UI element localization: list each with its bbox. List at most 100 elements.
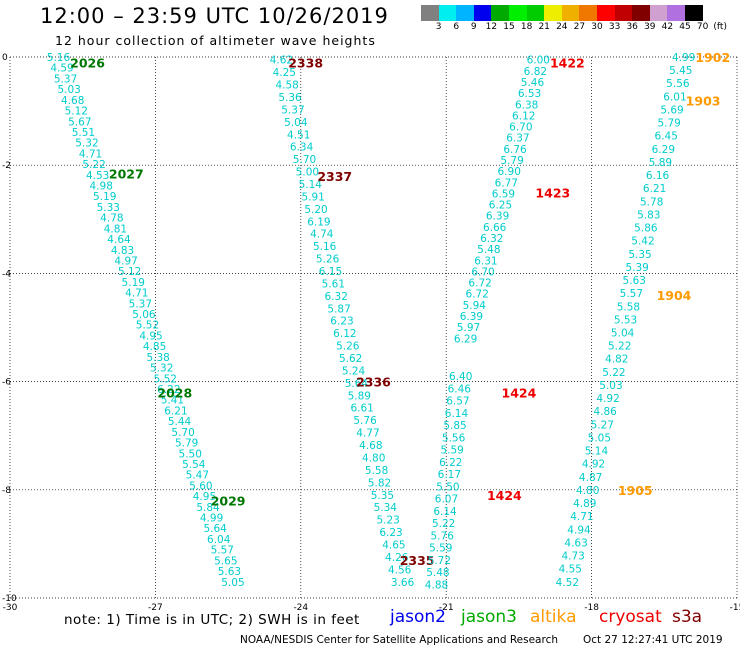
wave-height-value: 5.35 [628, 249, 651, 261]
colorbar-swatch [579, 5, 597, 21]
wave-height-value: 6.15 [319, 266, 342, 278]
pass-label: 1424 [502, 385, 537, 400]
pass-label: 2337 [317, 169, 352, 184]
wave-height-value: 4.71 [125, 288, 148, 300]
wave-height-value: 5.79 [175, 438, 198, 450]
wave-height-value: 6.17 [438, 469, 461, 481]
wave-height-value: 4.95 [193, 491, 216, 503]
x-tick-label: -15 [730, 603, 740, 613]
wave-height-value: 5.44 [168, 416, 192, 428]
chart-title: 12:00 – 23:59 UTC 10/26/2019 [40, 4, 389, 28]
wave-height-value: 5.32 [150, 363, 173, 375]
colorbar-swatch [596, 5, 615, 21]
chart-subtitle: 12 hour collection of altimeter wave hei… [55, 33, 376, 48]
wave-height-value: 4.25 [273, 67, 296, 79]
wave-height-value: 6.90 [498, 166, 521, 178]
wave-height-value: 4.55 [559, 564, 582, 576]
wave-height-value: 6.16 [646, 170, 670, 182]
wave-height-value: 5.60 [189, 480, 212, 492]
wave-height-value: 4.80 [362, 452, 385, 464]
wave-height-value: 5.64 [203, 523, 227, 535]
wave-height-value: 4.52 [556, 577, 579, 589]
wave-height-value: 4.89 [573, 498, 596, 510]
wave-height-value: 4.99 [672, 52, 695, 64]
wave-height-value: 4.81 [104, 223, 127, 235]
wave-height-value: 5.12 [65, 106, 88, 118]
wave-height-value: 6.29 [454, 333, 477, 345]
wave-height-value: 5.03 [57, 84, 80, 96]
wave-height-value: 5.76 [353, 415, 377, 427]
wave-height-value: 5.24 [342, 365, 366, 377]
wave-height-value: 4.99 [200, 513, 223, 525]
colorbar [421, 5, 703, 21]
colorbar-label: (ft) [713, 22, 727, 32]
wave-height-value: 5.36 [278, 92, 302, 104]
pass-label: 1902 [695, 50, 730, 65]
wave-height-value: 6.01 [663, 91, 686, 103]
wave-height-value: 4.58 [275, 80, 298, 92]
colorbar-label: 24 [556, 22, 568, 32]
wave-height-value: 5.86 [634, 223, 658, 235]
wave-height-value: 6.25 [489, 200, 512, 212]
wave-height-value: 5.56 [442, 432, 466, 444]
colorbar-swatch [684, 5, 703, 21]
wave-height-value: 4.26 [385, 552, 409, 564]
wave-height-value: 5.79 [657, 118, 680, 130]
wave-height-value: 3.66 [391, 577, 415, 589]
wave-height-value: 5.87 [327, 303, 350, 315]
pass-label: 1904 [657, 288, 692, 303]
colorbar-swatch [491, 5, 509, 21]
wave-height-value: 5.62 [339, 353, 362, 365]
wave-height-value: 5.64 [345, 378, 369, 390]
wave-height-value: 6.76 [503, 144, 527, 156]
wave-height-value: 5.58 [617, 301, 640, 313]
pass-label: 1422 [550, 55, 585, 70]
wave-height-value: 5.33 [97, 202, 120, 214]
wave-height-value: 5.79 [500, 155, 523, 167]
wave-height-value: 4.97 [114, 255, 137, 267]
wave-height-value: 5.52 [154, 373, 177, 385]
wave-height-value: 5.50 [436, 481, 459, 493]
wave-height-value: 6.14 [445, 408, 469, 420]
legend-jason2: jason2 [390, 607, 446, 627]
wave-height-value: 6.29 [652, 144, 675, 156]
wave-height-value: 5.63 [623, 275, 646, 287]
colorbar-swatch [526, 5, 545, 21]
wave-height-value: 5.26 [336, 341, 360, 353]
wave-height-value: 6.07 [435, 494, 458, 506]
wave-height-value: 5.54 [182, 459, 206, 471]
wave-height-value: 4.71 [79, 148, 102, 160]
colorbar-label: 33 [608, 22, 621, 32]
wave-height-value: 4.83 [111, 245, 134, 257]
colorbar-swatch [508, 5, 527, 21]
wave-height-value: 5.63 [218, 566, 241, 578]
wave-height-value: 6.04 [207, 534, 231, 546]
wave-height-value: 6.22 [439, 457, 462, 469]
wave-height-value: 5.46 [521, 77, 545, 89]
wave-height-value: 5.06 [132, 309, 156, 321]
wave-height-value: 5.76 [431, 530, 455, 542]
wave-height-value: 5.39 [625, 262, 648, 274]
wave-height-value: 5.59 [429, 543, 452, 555]
wave-height-value: 5.05 [221, 577, 244, 589]
wave-height-value: 5.89 [348, 390, 371, 402]
wave-height-value: 5.22 [82, 159, 105, 171]
wave-height-value: 6.14 [433, 506, 457, 518]
wave-height-value: 6.53 [518, 88, 541, 100]
wave-height-value: 4.68 [61, 95, 84, 107]
wave-height-value: 6.34 [290, 142, 314, 154]
wave-height-value: 6.40 [449, 371, 472, 383]
wave-height-value: 6.22 [157, 384, 180, 396]
wave-height-value: 6.72 [466, 289, 489, 301]
wave-height-value: 5.19 [122, 277, 145, 289]
wave-height-value: 4.88 [425, 579, 448, 591]
legend-note: note: 1) Time is in UTC; 2) SWH is in fe… [64, 612, 360, 628]
pass-label: 2026 [70, 55, 105, 70]
legend-jason3: jason3 [461, 607, 517, 627]
wave-height-value: 6.82 [524, 66, 547, 78]
wave-height-value: 5.58 [365, 465, 388, 477]
y-tick-label: -6 [2, 378, 11, 388]
colorbar-label: 70 [696, 22, 709, 32]
